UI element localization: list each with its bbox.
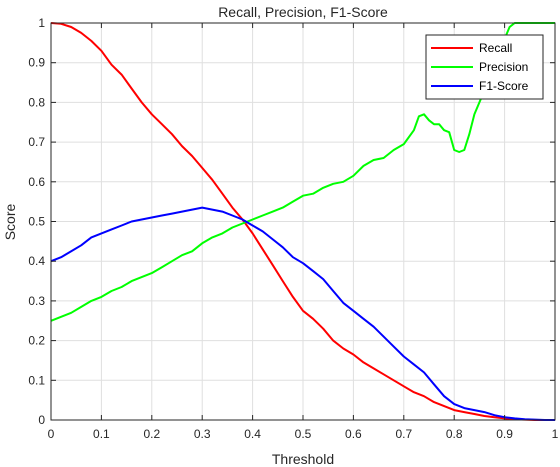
y-tick-label: 0.3 xyxy=(28,294,45,308)
x-tick-label: 0 xyxy=(48,427,55,441)
f1-score-line xyxy=(50,206,555,421)
x-tick-label: 0.3 xyxy=(194,427,211,441)
x-tick-label: 0.8 xyxy=(446,427,463,441)
x-tick-label: 0.4 xyxy=(244,427,261,441)
y-tick-label: 0.5 xyxy=(28,215,45,229)
y-tick-labels: 0 0.1 0.2 0.3 0.4 0.5 0.6 0.7 0.8 0.9 1 xyxy=(28,16,45,427)
legend-label-f1-score: F1-Score xyxy=(479,79,529,93)
chart-title: Recall, Precision, F1-Score xyxy=(218,4,388,20)
y-tick-label: 0.4 xyxy=(28,254,45,268)
recall-line xyxy=(50,22,555,421)
x-tick-label: 0.7 xyxy=(395,427,412,441)
y-tick-label: 0.6 xyxy=(28,175,45,189)
x-tick-label: 0.2 xyxy=(143,427,160,441)
legend-label-precision: Precision xyxy=(479,60,528,74)
x-tick-label: 1 xyxy=(552,427,559,441)
y-tick-label: 1 xyxy=(38,16,45,30)
x-tick-label: 0.6 xyxy=(345,427,362,441)
x-axis-label: Threshold xyxy=(272,451,334,467)
x-tick-labels: 0 0.1 0.2 0.3 0.4 0.5 0.6 0.7 0.8 0.9 1 xyxy=(48,427,559,441)
y-tick-label: 0.7 xyxy=(28,135,45,149)
legend-label-recall: Recall xyxy=(479,41,512,55)
y-tick-label: 0.8 xyxy=(28,95,45,109)
y-tick-label: 0.9 xyxy=(28,56,45,70)
y-tick-label: 0.1 xyxy=(28,373,45,387)
x-tick-label: 0.5 xyxy=(295,427,312,441)
x-tick-label: 0.1 xyxy=(93,427,110,441)
tick-marks xyxy=(50,22,556,421)
y-tick-label: 0.2 xyxy=(28,334,45,348)
y-tick-label: 0 xyxy=(38,413,45,427)
x-tick-label: 0.9 xyxy=(496,427,513,441)
y-axis-label: Score xyxy=(2,204,18,241)
legend: Recall Precision F1-Score xyxy=(425,34,544,100)
